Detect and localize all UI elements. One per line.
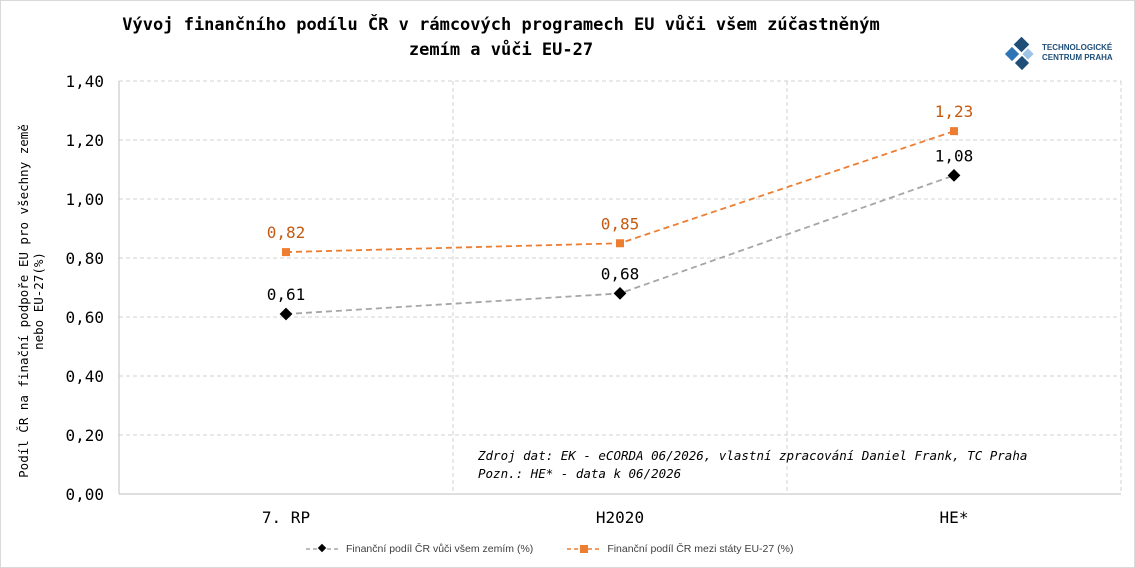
legend-swatch-all-countries — [306, 543, 340, 553]
logo-text: TECHNOLOGICKÉ CENTRUM PRAHA — [1042, 43, 1113, 63]
source-note: Zdroj dat: EK - eCORDA 06/2026, vlastní … — [478, 447, 1027, 483]
chart-title-line-1: Vývoj finančního podílu ČR v rámcových p… — [122, 15, 880, 35]
data-point-square — [950, 127, 958, 136]
legend-item-all-countries: Finanční podíl ČR vůči všem zemím (%) — [306, 543, 533, 555]
data-label: 0,68 — [601, 264, 640, 283]
logo-text-line-2: CENTRUM PRAHA — [1042, 53, 1113, 62]
data-point-diamond — [613, 287, 627, 300]
data-label: 0,82 — [267, 223, 306, 242]
series-line-2 — [285, 130, 955, 253]
source-note-line-2: Pozn.: HE* - data k 06/2026 — [478, 466, 682, 481]
y-tick-label: 1,40 — [65, 72, 104, 91]
gridlines — [119, 80, 1122, 494]
data-labels: 0,61 0,68 1,08 0,82 0,85 1,23 — [267, 102, 974, 304]
data-point-diamond — [279, 307, 293, 321]
x-tick-label: H2020 — [596, 508, 644, 527]
data-point-square — [616, 239, 624, 248]
y-tick-label: 0,60 — [65, 308, 104, 327]
logo-text-line-1: TECHNOLOGICKÉ — [1042, 43, 1113, 52]
legend: Finanční podíl ČR vůči všem zemím (%) Fi… — [306, 541, 793, 557]
y-tick-label: 1,00 — [65, 190, 104, 209]
source-note-line-1: Zdroj dat: EK - eCORDA 06/2026, vlastní … — [478, 448, 1028, 463]
chart-title-line-2: zemím a vůči EU-27 — [408, 40, 594, 60]
data-point-square — [282, 248, 290, 257]
y-tick-label: 0,40 — [65, 367, 104, 386]
data-label: 0,61 — [267, 285, 306, 304]
y-tick-label: 0,20 — [65, 426, 104, 445]
logo-icon — [1004, 37, 1034, 71]
data-label: 1,23 — [935, 102, 974, 121]
legend-item-eu27: Finanční podíl ČR mezi státy EU-27 (%) — [567, 543, 793, 555]
x-tick-label: HE* — [940, 508, 969, 527]
legend-swatch-eu27 — [567, 545, 602, 553]
series — [279, 127, 961, 321]
y-tick-label: 1,20 — [65, 131, 104, 150]
data-point-diamond — [947, 169, 961, 182]
data-label: 1,08 — [935, 146, 974, 165]
legend-label-all-countries: Finanční podíl ČR vůči všem zemím (%) — [346, 543, 534, 555]
x-tick-label: 7. RP — [262, 508, 310, 527]
axes: 0,00 0,20 0,40 0,60 0,80 1,00 1,20 1,40 7. RP H20… — [65, 72, 1121, 527]
y-tick-label: 0,00 — [65, 485, 104, 504]
chart-title: Vývoj finančního podílu ČR v rámcových p… — [91, 13, 911, 63]
legend-label-eu27: Finanční podíl ČR mezi státy EU-27 (%) — [607, 543, 794, 555]
y-tick-label: 0,80 — [65, 249, 104, 268]
data-label: 0,85 — [601, 214, 640, 233]
logo: TECHNOLOGICKÉ CENTRUM PRAHA — [1004, 37, 1129, 73]
